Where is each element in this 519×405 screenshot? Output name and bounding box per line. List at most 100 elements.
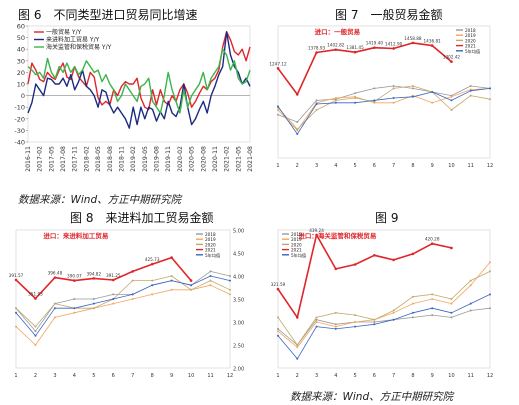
legend-label: 2018	[205, 232, 216, 237]
x-tick-label: 4	[334, 373, 337, 379]
x-tick-label: 11	[468, 373, 474, 379]
figure-9-chart: 1 2 3 4 5 6 7 8 9 10 11 12321.59439.24420.28进口：海关监管…	[271, 228, 494, 379]
data-label: 390.07	[67, 274, 82, 279]
x-tick-label: 1	[14, 373, 17, 379]
x-tick-label: 2020-08	[200, 146, 207, 172]
data-point	[92, 307, 95, 310]
data-point	[354, 325, 357, 328]
data-point	[334, 48, 338, 51]
series-line-2019	[15, 284, 231, 346]
x-tick-label: 7	[131, 373, 134, 379]
data-point	[431, 101, 434, 104]
data-point	[489, 87, 491, 90]
data-point	[450, 302, 453, 305]
data-point	[450, 99, 453, 102]
data-point	[450, 95, 453, 98]
x-tick-label: 6	[112, 373, 115, 379]
x-tick-label: 2017-11	[72, 146, 79, 172]
x-tick-label: 2020-05	[189, 146, 196, 172]
legend-label: 一般贸易 Y/Y	[46, 28, 82, 36]
x-tick-label: 1	[276, 163, 279, 169]
x-tick-label: 5	[353, 163, 356, 169]
x-tick-label: 11	[468, 163, 474, 169]
data-point	[373, 87, 376, 90]
data-point	[229, 279, 231, 282]
chart-title: 进口：来进料加工贸易	[43, 231, 108, 240]
y-tick-label: 30	[17, 57, 25, 65]
y-tick-label: 4.00	[233, 275, 244, 281]
data-point	[15, 307, 17, 310]
x-tick-label: 2017-02	[37, 146, 44, 172]
data-point	[315, 318, 318, 321]
data-point	[277, 334, 279, 337]
data-point	[489, 293, 491, 296]
data-point	[469, 302, 472, 305]
y-tick-label: -30	[14, 127, 25, 135]
y-tick-label: 2.50	[233, 344, 244, 350]
x-tick-label: 9	[431, 373, 434, 379]
series-line-2019	[277, 88, 491, 131]
data-point	[334, 311, 337, 314]
data-point	[469, 284, 472, 287]
data-label: 1419.40	[366, 41, 384, 46]
legend-label: 5年均值	[291, 252, 306, 259]
series-line-5年均值	[277, 88, 491, 135]
data-point	[295, 93, 299, 96]
data-point	[112, 298, 115, 300]
data-point	[112, 302, 115, 305]
x-tick-label: 10	[448, 163, 454, 169]
data-point	[353, 263, 357, 266]
data-point	[277, 316, 279, 319]
data-point	[354, 314, 357, 317]
x-tick-label: 2017-08	[60, 146, 67, 172]
data-point	[354, 97, 357, 99]
y-tick-label: 5.00	[233, 229, 244, 235]
x-tick-label: 5	[353, 373, 356, 379]
series-line-一般贸易 Y/Y	[27, 31, 251, 111]
data-point	[411, 252, 415, 256]
data-point	[131, 270, 135, 273]
series-line-5年均值	[277, 294, 491, 360]
series-line-海关监管和保税贸易 Y/Y	[27, 48, 251, 114]
x-tick-label: 2017-05	[48, 146, 55, 172]
data-point	[334, 327, 337, 330]
x-tick-label: 2018-08	[107, 146, 114, 172]
data-point	[334, 325, 337, 328]
data-point	[431, 307, 434, 310]
data-point	[209, 270, 212, 273]
plot-area	[277, 229, 491, 369]
data-point	[411, 316, 414, 319]
data-point	[411, 41, 415, 45]
data-point	[209, 284, 212, 287]
x-tick-label: 6	[373, 373, 376, 379]
data-label: 1402.82	[327, 43, 345, 48]
data-point	[296, 346, 299, 349]
x-tick-label: 4	[334, 163, 337, 169]
legend-label: 2019	[465, 33, 476, 38]
data-point	[411, 87, 414, 90]
x-tick-label: 10	[448, 373, 454, 379]
data-point	[151, 293, 154, 296]
data-point	[34, 344, 37, 346]
x-tick-label: 2020-11	[212, 146, 219, 172]
y-tick-label: 0	[21, 92, 25, 100]
data-point	[315, 109, 318, 111]
data-label: 391.57	[9, 273, 24, 278]
figure-7-caption: 图 7 一般贸易金额	[335, 8, 443, 22]
data-point	[431, 293, 434, 296]
figure-6-chart: -40 -30 -20 -10 0 10 20 30 40 50 60 2016-11 2017-02 2…	[14, 23, 254, 172]
source-note-bottom: 数据来源：Wind、方正中期研究院	[290, 391, 454, 403]
data-point	[73, 298, 76, 300]
x-tick-label: 9	[170, 373, 173, 379]
x-tick-label: 11	[207, 373, 213, 379]
series-line-2018	[15, 271, 231, 332]
data-point	[296, 128, 299, 131]
x-tick-label: 3	[315, 373, 318, 379]
data-point	[92, 302, 95, 305]
x-tick-label: 2020-02	[177, 146, 184, 172]
data-point	[73, 311, 76, 314]
data-point	[354, 92, 357, 95]
data-point	[53, 276, 57, 279]
data-point	[150, 262, 154, 266]
legend-label: 2020	[291, 242, 302, 247]
